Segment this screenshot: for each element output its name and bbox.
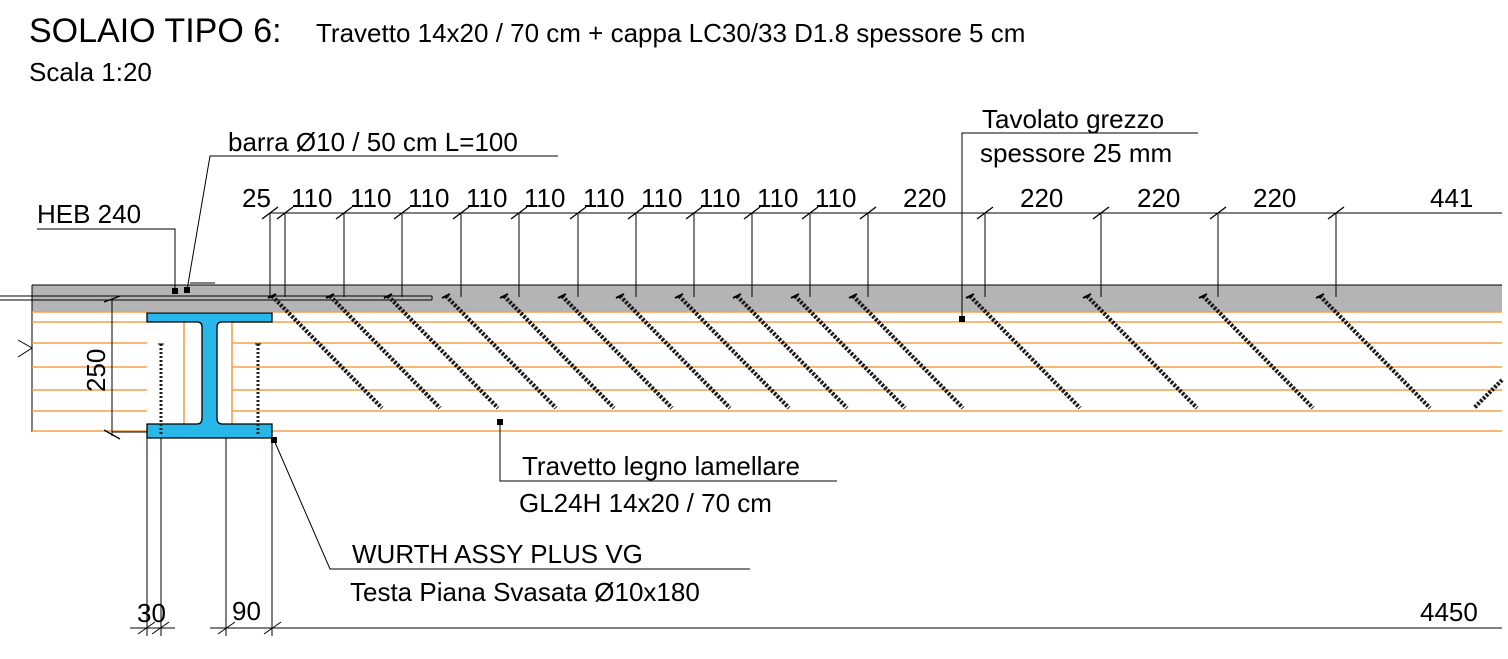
diagonal-screws [267, 293, 1504, 410]
diagonal-screw [968, 294, 1082, 410]
diagonal-screw [270, 294, 384, 410]
screw-head [615, 293, 625, 299]
title-sub: Travetto 14x20 / 70 cm + cappa LC30/33 D… [316, 18, 1025, 48]
title-main: SOLAIO TIPO 6: [29, 12, 282, 50]
diagonal-screw [735, 294, 849, 410]
diagonal-screw [851, 294, 965, 410]
concrete-slab [32, 285, 1502, 312]
travetto-label-1: Travetto legno lamellare [522, 451, 800, 481]
dim-label-top: 110 [815, 183, 856, 213]
screw-head [325, 293, 335, 299]
screw-head [674, 293, 684, 299]
tavolato-label-2: spessore 25 mm [980, 138, 1172, 168]
wood-beam-lines [32, 311, 1502, 432]
dim-label-top: 25 [242, 183, 271, 213]
height-dim-label: 250 [81, 349, 111, 392]
tavolato-label-1: Tavolato grezzo [982, 104, 1164, 134]
title-main-text: SOLAIO TIPO 6: [29, 12, 282, 50]
screw-head [965, 293, 975, 299]
heb-label: HEB 240 [37, 199, 141, 229]
dim-label-top: 441 [1430, 183, 1473, 213]
diagonal-screw [1318, 294, 1432, 410]
travetto-label-2: GL24H 14x20 / 70 cm [519, 488, 772, 518]
screw-head [1082, 293, 1092, 299]
diagonal-screw [618, 294, 732, 410]
screw-head [499, 293, 509, 299]
dim-label-top: 110 [641, 183, 682, 213]
diagonal-screw [502, 294, 616, 410]
diagonal-screw [677, 294, 791, 410]
bottom-dim-30: 30 [137, 598, 166, 628]
diagonal-screw [560, 294, 674, 410]
wurth-label-2: Testa Piana Svasata Ø10x180 [350, 577, 700, 607]
diagonal-screw [444, 294, 558, 410]
diagonal-screw [1085, 294, 1199, 410]
screw-head [267, 293, 277, 299]
dim-label-top: 110 [757, 183, 798, 213]
dim-label-top: 110 [583, 183, 624, 213]
screw-head [383, 293, 393, 299]
diagonal-screw [1201, 294, 1315, 410]
dim-label-top: 110 [466, 183, 507, 213]
scale-label: Scala 1:20 [29, 57, 152, 87]
vertical-screws [159, 344, 260, 434]
dim-label-top: 110 [699, 183, 740, 213]
dim-label-top: 110 [408, 183, 449, 213]
dim-label-top: 110 [350, 183, 391, 213]
dim-label-top: 220 [1137, 183, 1180, 213]
diagonal-screw [328, 294, 442, 410]
dim-label-top: 220 [1020, 183, 1063, 213]
screw-head [790, 293, 800, 299]
break-symbol [17, 339, 33, 358]
diagonal-screw [386, 294, 500, 410]
diagonal-screw [793, 294, 907, 410]
screw-head [1198, 293, 1208, 299]
screw-head [441, 293, 451, 299]
dim-label-top: 220 [903, 183, 946, 213]
wurth-label-1: WURTH ASSY PLUS VG [352, 539, 643, 569]
barra-label: barra Ø10 / 50 cm L=100 [228, 127, 518, 157]
bottom-dim-total: 4450 [1420, 597, 1478, 627]
screw-head [557, 293, 567, 299]
dim-label-top: 110 [524, 183, 565, 213]
screw-head [848, 293, 858, 299]
dim-label-top: 110 [291, 183, 332, 213]
steel-heb-section [146, 312, 273, 439]
screw-head [1315, 293, 1325, 299]
bottom-dim-90: 90 [232, 596, 261, 626]
diagonal-screw [1472, 378, 1504, 410]
screw-head [732, 293, 742, 299]
dim-label-top: 220 [1253, 183, 1296, 213]
